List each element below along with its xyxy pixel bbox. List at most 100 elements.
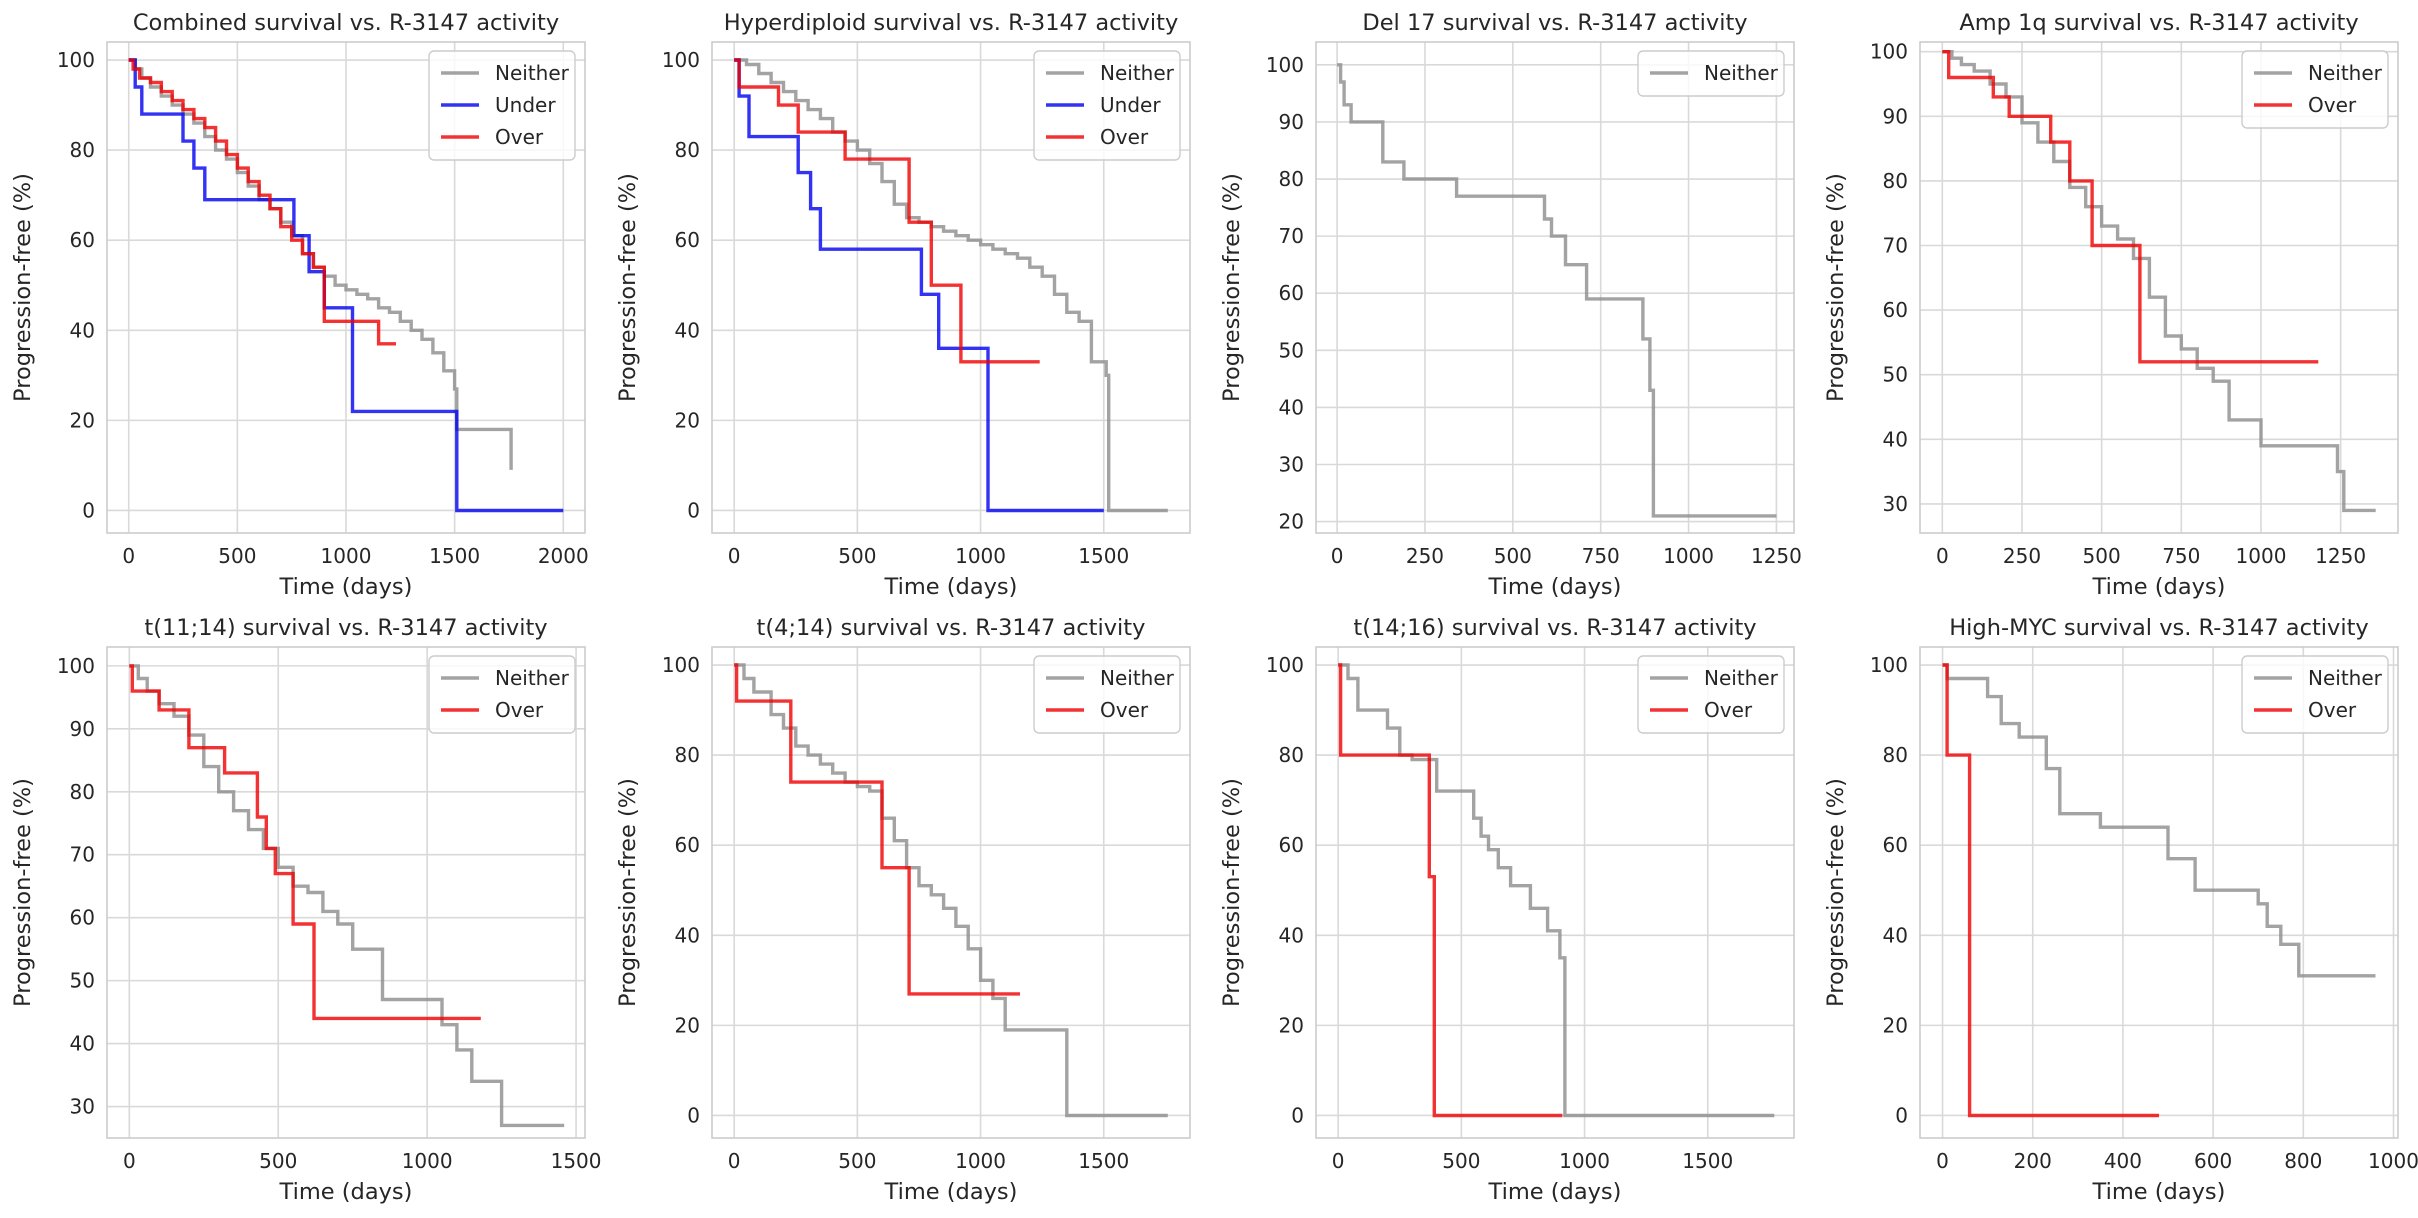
plot-frame [106, 41, 586, 534]
y-tick-label: 0 [687, 498, 700, 522]
legend-frame [1033, 655, 1181, 734]
y-tick-label: 70 [1279, 224, 1304, 248]
x-axis-label: Time (days) [279, 1179, 413, 1205]
legend-label-neither: Neither [1704, 666, 1779, 690]
chart-title: t(4;14) survival vs. R-3147 activity [757, 615, 1146, 641]
legend-label-neither: Neither [1704, 61, 1779, 85]
legend-frame [2241, 50, 2389, 129]
y-tick-label: 90 [70, 717, 95, 741]
x-tick-label: 500 [1494, 544, 1532, 568]
x-tick-label: 500 [2083, 544, 2121, 568]
y-axis-label: Progression-free (%) [10, 173, 36, 402]
y-axis-label: Progression-free (%) [1219, 173, 1245, 402]
series-line-over [129, 664, 481, 1021]
legend: Neither Under Over [428, 50, 576, 161]
x-tick-label: 0 [728, 1149, 741, 1173]
legend: Neither Over [1033, 655, 1181, 734]
legend-label-neither: Neither [495, 666, 570, 690]
legend-label-over: Over [1100, 698, 1149, 722]
chart-title: High-MYC survival vs. R-3147 activity [1949, 615, 2368, 641]
legend-label-neither: Neither [1100, 61, 1175, 85]
y-tick-label: 20 [675, 1013, 700, 1037]
y-tick-label: 90 [1279, 110, 1304, 134]
y-axis-label: Progression-free (%) [1219, 778, 1245, 1007]
series-line-under [128, 58, 564, 513]
y-tick-label: 80 [675, 743, 700, 767]
y-axis-label: Progression-free (%) [615, 778, 641, 1007]
x-tick-label: 2000 [538, 544, 589, 568]
x-tick-label: 500 [259, 1149, 297, 1173]
x-tick-label: 500 [838, 544, 876, 568]
y-tick-label: 60 [1883, 298, 1908, 322]
y-tick-label: 50 [70, 969, 95, 993]
x-tick-label: 400 [2104, 1149, 2142, 1173]
y-tick-label: 60 [70, 906, 95, 930]
plot-frame [1315, 646, 1795, 1139]
y-tick-label: 20 [675, 408, 700, 432]
legend-frame [2241, 655, 2389, 734]
plot-frame [1919, 646, 2399, 1139]
y-tick-label: 80 [70, 780, 95, 804]
y-tick-label: 50 [1279, 338, 1304, 362]
y-tick-label: 60 [675, 833, 700, 857]
y-tick-label: 0 [687, 1103, 700, 1127]
x-tick-label: 500 [218, 544, 256, 568]
y-tick-label: 100 [1870, 653, 1908, 677]
y-tick-label: 40 [70, 318, 95, 342]
legend-label-over: Over [1100, 125, 1149, 149]
y-tick-label: 100 [662, 653, 700, 677]
y-tick-label: 100 [1870, 40, 1908, 64]
y-tick-label: 0 [1291, 1103, 1304, 1127]
series-line-over [1942, 663, 2159, 1118]
y-tick-label: 60 [70, 228, 95, 252]
y-tick-label: 0 [82, 498, 95, 522]
chart-title: t(14;16) survival vs. R-3147 activity [1353, 615, 1756, 641]
y-axis-label: Progression-free (%) [10, 778, 36, 1007]
legend: Neither Over [2241, 655, 2389, 734]
legend-label-neither: Neither [2308, 61, 2383, 85]
chart-panel-1: 0 500 1000 1500 2000 0 20 40 60 80 100 Combined sur… [10, 10, 589, 600]
legend-label-neither: Neither [1100, 666, 1175, 690]
y-tick-label: 20 [1279, 510, 1304, 534]
plot-frame [711, 646, 1191, 1139]
series-line-over [734, 58, 1040, 364]
y-tick-label: 80 [1883, 169, 1908, 193]
y-tick-label: 60 [1883, 833, 1908, 857]
x-tick-label: 1000 [2368, 1149, 2418, 1173]
x-tick-label: 750 [2162, 544, 2200, 568]
y-axis-label: Progression-free (%) [615, 173, 641, 402]
chart-panel-2: 0 500 1000 1500 0 20 40 60 80 100 Hyperdiploid sur… [615, 10, 1191, 600]
y-tick-label: 90 [1883, 104, 1908, 128]
x-tick-label: 250 [1406, 544, 1444, 568]
legend: Neither Over [1637, 655, 1785, 734]
plot-frame [711, 41, 1191, 534]
x-tick-label: 1250 [2315, 544, 2366, 568]
y-tick-label: 40 [70, 1032, 95, 1056]
legend: Neither Over [2241, 50, 2389, 129]
y-tick-label: 80 [1279, 167, 1304, 191]
x-tick-label: 0 [1936, 1149, 1949, 1173]
x-axis-label: Time (days) [1488, 574, 1622, 600]
y-tick-label: 100 [662, 48, 700, 72]
legend-label-under: Under [1100, 93, 1161, 117]
x-tick-label: 1000 [321, 544, 372, 568]
series-line-neither [1942, 663, 2376, 978]
legend: Neither Over [428, 655, 576, 734]
legend-frame [1033, 50, 1181, 161]
y-tick-label: 20 [1279, 1013, 1304, 1037]
y-tick-label: 40 [1883, 923, 1908, 947]
x-tick-label: 800 [2284, 1149, 2322, 1173]
legend-frame [428, 50, 576, 161]
series-line-over [128, 58, 396, 346]
y-tick-label: 40 [1883, 427, 1908, 451]
x-axis-label: Time (days) [884, 574, 1018, 600]
legend-frame [428, 655, 576, 734]
legend-label-over: Over [2308, 698, 2357, 722]
y-tick-label: 0 [1895, 1103, 1908, 1127]
x-tick-label: 1000 [1559, 1149, 1610, 1173]
plot-frame [1919, 41, 2399, 534]
y-tick-label: 40 [675, 923, 700, 947]
legend: Neither [1637, 50, 1785, 97]
chart-panel-5: 0 500 1000 1500 30 40 50 60 70 80 90 100 t(11;14) su… [10, 615, 602, 1205]
series-line-over [734, 663, 1020, 996]
